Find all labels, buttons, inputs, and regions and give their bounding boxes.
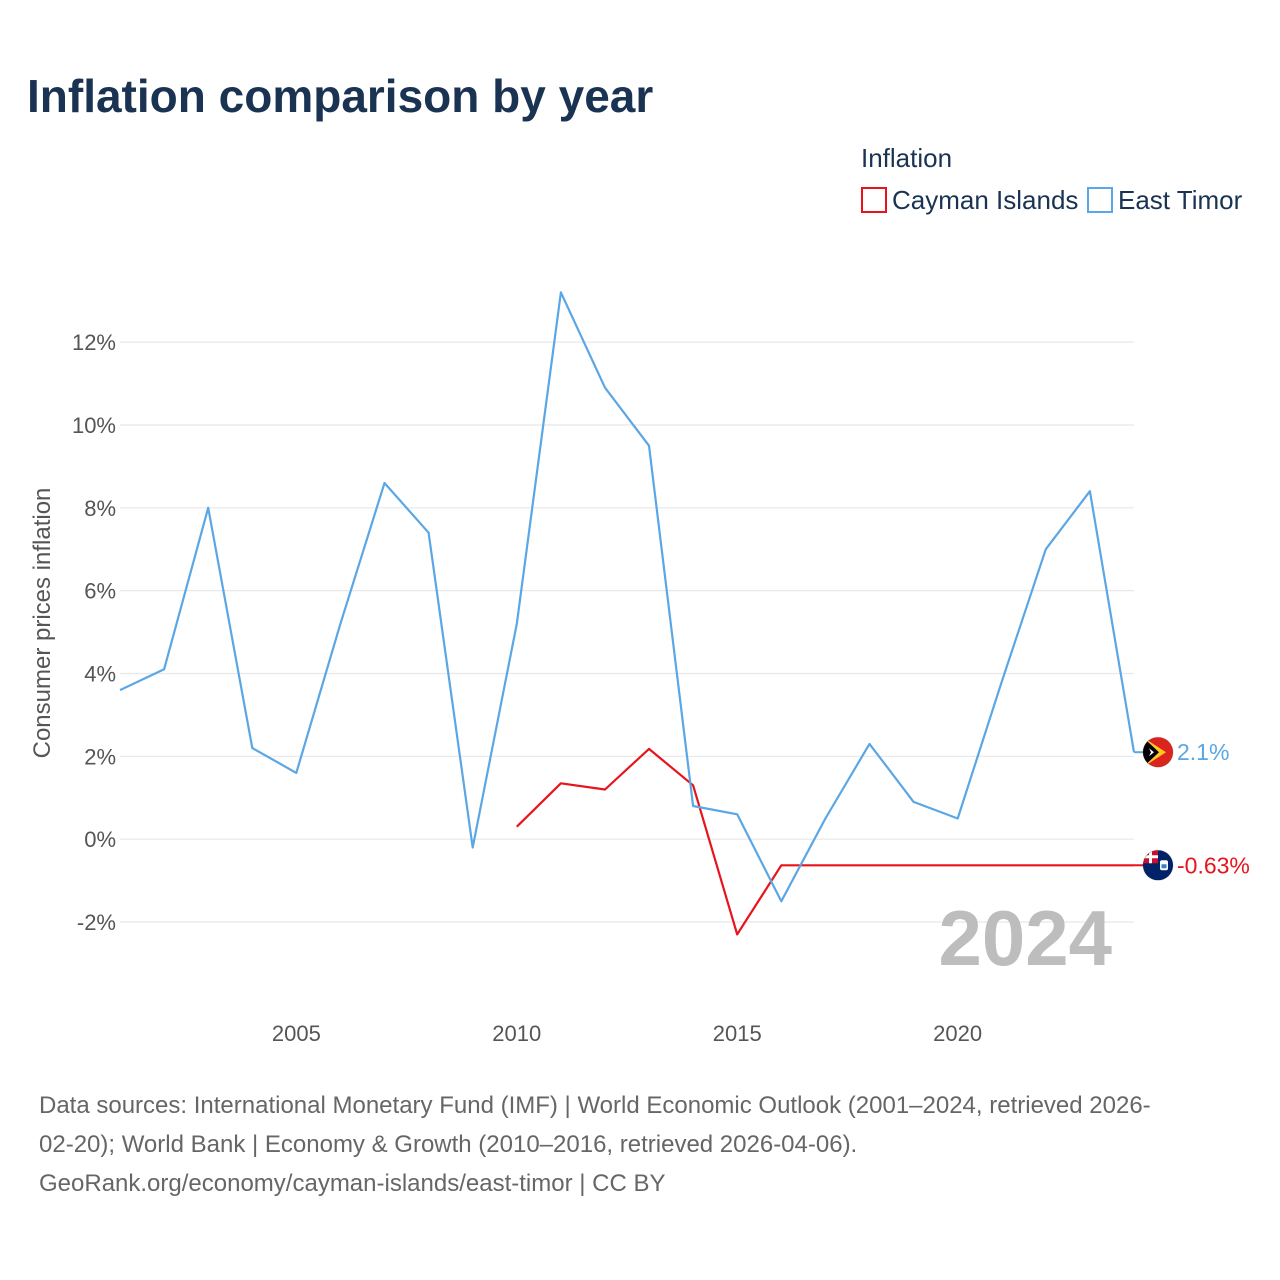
footer: Data sources: International Monetary Fun… xyxy=(39,1092,1151,1197)
x-tick-label: 2015 xyxy=(713,1021,762,1046)
legend-swatch-cayman-islands[interactable] xyxy=(861,187,887,213)
series-line-east-timor[interactable] xyxy=(119,291,1136,903)
cayman-islands-flag-icon xyxy=(1142,849,1174,881)
x-tick-label: 2005 xyxy=(272,1021,321,1046)
y-tick-label: 10% xyxy=(72,413,116,438)
x-tick-label: 2020 xyxy=(933,1021,982,1046)
y-tick-label: 0% xyxy=(84,827,116,852)
x-axis-ticks: 2005 2010 2015 2020 xyxy=(272,1021,982,1046)
source-line-1: Data sources: International Monetary Fun… xyxy=(39,1092,1151,1119)
current-year-watermark: 2024 xyxy=(938,894,1112,982)
source-line-3[interactable]: GeoRank.org/economy/cayman-islands/east-… xyxy=(39,1170,665,1197)
x-tick-label: 2010 xyxy=(492,1021,541,1046)
y-tick-label: -2% xyxy=(77,910,116,935)
series-end-label-cayman-islands: -0.63% xyxy=(1177,852,1250,878)
east-timor-flag-icon xyxy=(1142,736,1174,768)
legend-title: Inflation xyxy=(861,143,952,173)
series-end-label-east-timor: 2.1% xyxy=(1177,739,1229,765)
source-line-2: 02-20); World Bank | Economy & Growth (2… xyxy=(39,1131,857,1158)
y-axis-ticks: -2% 0% 2% 4% 6% 8% 10% 12% xyxy=(72,330,116,935)
y-tick-label: 4% xyxy=(84,661,116,686)
legend: Inflation Cayman Islands East Timor xyxy=(861,143,1243,215)
y-tick-label: 12% xyxy=(72,330,116,355)
y-axis-label: Consumer prices inflation xyxy=(29,488,56,759)
y-tick-label: 8% xyxy=(84,496,116,521)
series-lines: -0.63% 2.1% xyxy=(119,291,1250,936)
y-tick-label: 2% xyxy=(84,744,116,769)
legend-label-east-timor[interactable]: East Timor xyxy=(1118,185,1243,215)
series-line-cayman-islands[interactable] xyxy=(516,747,1134,936)
chart-title: Inflation comparison by year xyxy=(27,70,653,122)
y-tick-label: 6% xyxy=(84,579,116,604)
legend-swatch-east-timor[interactable] xyxy=(1087,187,1113,213)
legend-label-cayman-islands[interactable]: Cayman Islands xyxy=(892,185,1078,215)
gridlines xyxy=(120,341,1134,923)
